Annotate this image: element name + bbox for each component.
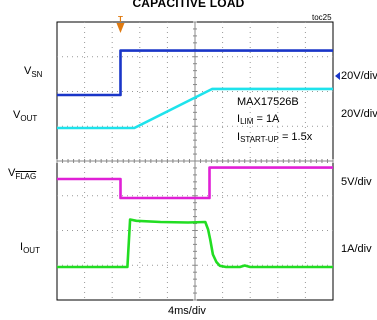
- ref-level-marker-icon: [335, 72, 340, 80]
- trace-v-out: [57, 87, 333, 130]
- annotation-istart: ISTART-UP = 1.5x: [237, 131, 313, 144]
- label-v-sn: VSN: [24, 65, 43, 80]
- annotation-part: MAX17526B: [237, 96, 299, 108]
- trace-v-sn: [57, 49, 333, 97]
- trigger-label: T: [118, 15, 123, 24]
- grid: [56, 21, 334, 301]
- trace-v-flag: [57, 166, 333, 200]
- scale-v-out: 20V/div: [341, 108, 377, 120]
- annotation-ilim: ILIM = 1A: [237, 113, 280, 126]
- markers: T: [116, 15, 340, 80]
- trace-i-out: [57, 218, 333, 269]
- chart-title: CAPACITIVE LOAD: [132, 0, 245, 10]
- x-axis-scale: 4ms/div: [168, 305, 206, 317]
- figure-id: toc25: [312, 13, 332, 22]
- traces: [57, 49, 333, 269]
- label-i-out: IOUT: [20, 241, 40, 256]
- trigger-marker-icon: [116, 23, 125, 33]
- scale-i-out: 1A/div: [341, 243, 372, 255]
- label-v-flag: VFLAG: [8, 167, 37, 182]
- label-v-out: VOUT: [13, 109, 38, 124]
- scale-v-flag: 5V/div: [341, 176, 372, 188]
- scale-v-sn: 20V/div: [341, 70, 377, 82]
